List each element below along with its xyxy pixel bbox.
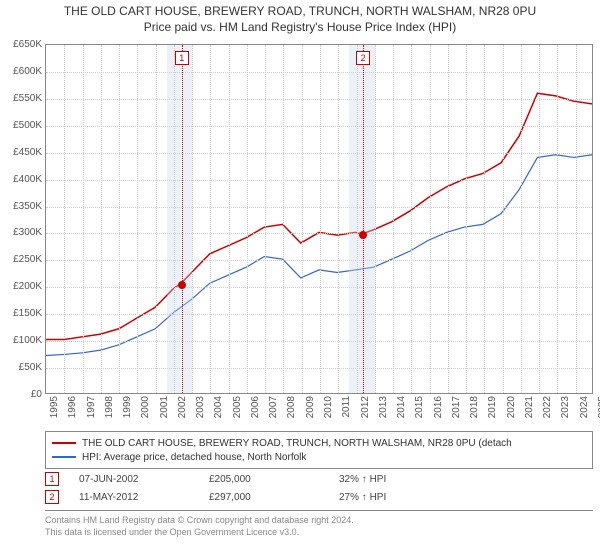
x-axis-label: 2010: [323, 396, 334, 426]
chart-container: THE OLD CART HOUSE, BREWERY ROAD, TRUNCH…: [0, 0, 600, 560]
x-axis-label: 2020: [506, 396, 517, 426]
x-axis-label: 2000: [140, 396, 151, 426]
title-area: THE OLD CART HOUSE, BREWERY ROAD, TRUNCH…: [0, 0, 600, 36]
legend: THE OLD CART HOUSE, BREWERY ROAD, TRUNCH…: [45, 431, 593, 469]
x-axis-label: 2017: [451, 396, 462, 426]
x-axis-label: 1999: [122, 396, 133, 426]
footer-line-2: This data is licensed under the Open Gov…: [45, 527, 593, 539]
y-axis-label: £400K: [2, 174, 42, 185]
y-axis-label: £450K: [2, 147, 42, 158]
shaded-band: [349, 45, 375, 393]
x-axis-label: 1996: [67, 396, 78, 426]
y-axis-label: £50K: [2, 362, 42, 373]
y-axis-label: £350K: [2, 201, 42, 212]
footer: Contains HM Land Registry data © Crown c…: [45, 510, 593, 538]
y-axis-label: £100K: [2, 335, 42, 346]
sale-date: 07-JUN-2002: [79, 474, 209, 485]
sale-marker-box: 1: [175, 51, 189, 65]
x-axis-label: 2024: [579, 396, 590, 426]
y-axis-label: £300K: [2, 227, 42, 238]
sale-price: £205,000: [209, 474, 339, 485]
sale-marker-dot: [359, 231, 367, 239]
sale-vs-hpi: 32% ↑ HPI: [339, 474, 469, 485]
y-axis-label: £550K: [2, 93, 42, 104]
sales-table: 1 07-JUN-2002£205,00032% ↑ HPI 2 11-MAY-201…: [45, 470, 593, 506]
legend-label: HPI: Average price, detached house, Nort…: [82, 452, 306, 463]
chart-title: THE OLD CART HOUSE, BREWERY ROAD, TRUNCH…: [0, 4, 600, 18]
sale-vs-hpi: 27% ↑ HPI: [339, 492, 469, 503]
x-axis-label: 2021: [524, 396, 535, 426]
x-axis-label: 2007: [268, 396, 279, 426]
sale-price: £297,000: [209, 492, 339, 503]
y-axis-label: £150K: [2, 308, 42, 319]
y-axis-label: £500K: [2, 120, 42, 131]
sale-row-marker: 2: [45, 490, 59, 504]
y-axis-label: £200K: [2, 281, 42, 292]
sale-marker-line: [363, 45, 364, 393]
x-axis-label: 2013: [378, 396, 389, 426]
series-property: [46, 93, 592, 339]
x-axis-label: 2014: [396, 396, 407, 426]
x-axis-label: 2001: [159, 396, 170, 426]
legend-row: HPI: Average price, detached house, Nort…: [52, 450, 586, 464]
y-axis-label: £600K: [2, 66, 42, 77]
chart-subtitle: Price paid vs. HM Land Registry's House …: [0, 20, 600, 34]
x-axis-label: 1995: [49, 396, 60, 426]
y-axis-label: £0: [2, 389, 42, 400]
legend-label: THE OLD CART HOUSE, BREWERY ROAD, TRUNCH…: [82, 438, 512, 449]
footer-line-1: Contains HM Land Registry data © Crown c…: [45, 515, 593, 527]
shaded-band: [167, 45, 193, 393]
sale-row: 2 11-MAY-2012£297,00027% ↑ HPI: [45, 488, 593, 506]
x-axis-label: 2019: [487, 396, 498, 426]
x-axis-label: 2005: [232, 396, 243, 426]
y-axis-label: £650K: [2, 39, 42, 50]
sale-row: 1 07-JUN-2002£205,00032% ↑ HPI: [45, 470, 593, 488]
plot-area: 12: [45, 44, 593, 394]
sale-marker-line: [182, 45, 183, 393]
sale-date: 11-MAY-2012: [79, 492, 209, 503]
x-axis-label: 1998: [104, 396, 115, 426]
x-axis-label: 2012: [360, 396, 371, 426]
y-axis-label: £250K: [2, 254, 42, 265]
x-axis-label: 2009: [305, 396, 316, 426]
sale-marker-box: 2: [356, 51, 370, 65]
series-hpi: [46, 155, 592, 356]
legend-row: THE OLD CART HOUSE, BREWERY ROAD, TRUNCH…: [52, 436, 586, 450]
sale-row-marker: 1: [45, 472, 59, 486]
x-axis-label: 2011: [341, 396, 352, 426]
x-axis-label: 2023: [560, 396, 571, 426]
x-axis-label: 1997: [86, 396, 97, 426]
x-axis-label: 2004: [213, 396, 224, 426]
x-axis-label: 2018: [469, 396, 480, 426]
x-axis-label: 2015: [414, 396, 425, 426]
sale-marker-dot: [178, 281, 186, 289]
x-axis-label: 2003: [195, 396, 206, 426]
legend-swatch: [52, 442, 76, 444]
x-axis-label: 2006: [250, 396, 261, 426]
x-axis-label: 2008: [286, 396, 297, 426]
x-axis-label: 2016: [433, 396, 444, 426]
x-axis-label: 2002: [177, 396, 188, 426]
legend-swatch: [52, 456, 76, 458]
x-axis-label: 2022: [542, 396, 553, 426]
